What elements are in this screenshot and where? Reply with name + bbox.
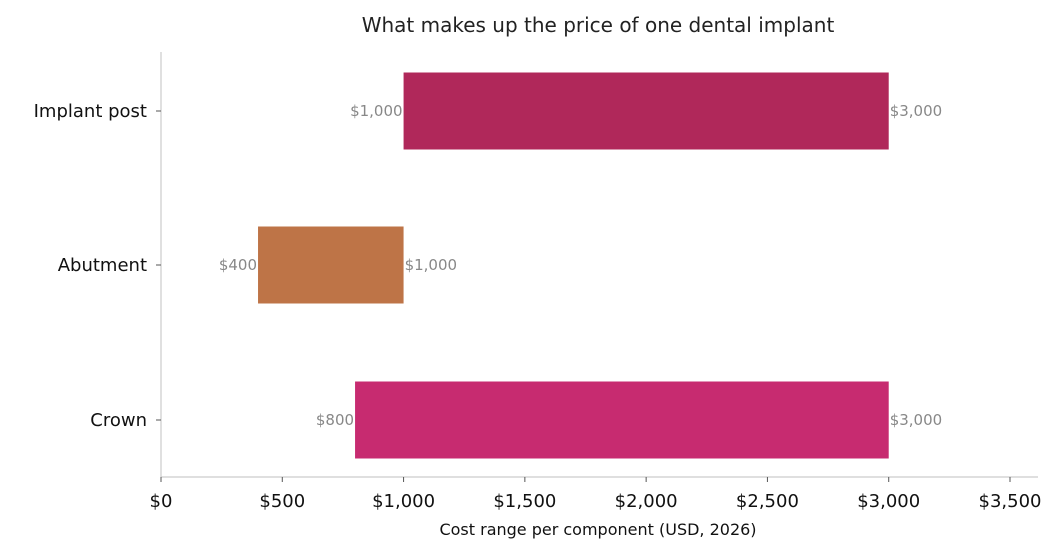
x-tick-label: $500 [259, 491, 305, 512]
x-axis-title: Cost range per component (USD, 2026) [439, 520, 756, 539]
category-label: Crown [90, 410, 147, 431]
chart-title: What makes up the price of one dental im… [362, 13, 835, 37]
x-tick-label: $1,000 [372, 491, 435, 512]
range-low-label: $400 [219, 256, 257, 274]
x-tick-label: $3,500 [979, 491, 1042, 512]
x-tick-label: $2,500 [736, 491, 799, 512]
x-tick-label: $1,500 [493, 491, 556, 512]
x-tick-label: $3,000 [857, 491, 920, 512]
category-label: Abutment [58, 255, 147, 276]
range-bar [355, 381, 889, 459]
range-low-label: $1,000 [350, 102, 403, 120]
range-high-label: $1,000 [405, 256, 458, 274]
range-bar [403, 72, 889, 150]
plot-area: $0 $500 $1,000 $1,500 $2,000 $2,500 $3,000 $3,5… [34, 52, 1042, 512]
range-low-label: $800 [316, 411, 354, 429]
range-bar [258, 226, 404, 304]
category-label: Implant post [34, 101, 147, 122]
x-tick-label: $0 [150, 491, 173, 512]
x-tick-label: $2,000 [615, 491, 678, 512]
range-high-label: $3,000 [890, 102, 943, 120]
range-high-label: $3,000 [890, 411, 943, 429]
